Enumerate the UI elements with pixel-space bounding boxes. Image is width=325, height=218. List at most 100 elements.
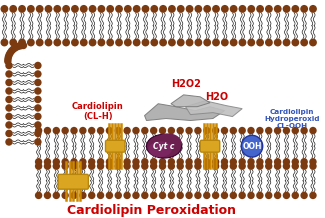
Circle shape: [44, 127, 51, 134]
Circle shape: [212, 127, 219, 134]
Circle shape: [185, 192, 193, 199]
Circle shape: [44, 162, 51, 170]
Circle shape: [5, 87, 13, 95]
Circle shape: [292, 192, 299, 199]
Circle shape: [283, 127, 290, 134]
Circle shape: [124, 39, 132, 46]
Circle shape: [300, 39, 308, 46]
Circle shape: [34, 70, 42, 78]
Circle shape: [141, 127, 149, 134]
Circle shape: [212, 39, 220, 46]
Circle shape: [256, 127, 264, 134]
Circle shape: [309, 158, 317, 165]
Text: Cardiolipin Peroxidation: Cardiolipin Peroxidation: [67, 204, 236, 217]
Circle shape: [186, 5, 193, 13]
Circle shape: [265, 162, 272, 170]
Circle shape: [194, 127, 202, 134]
Circle shape: [186, 39, 193, 46]
Circle shape: [229, 192, 237, 199]
Circle shape: [239, 158, 246, 165]
Polygon shape: [186, 101, 242, 117]
Text: OOH: OOH: [242, 142, 262, 151]
Circle shape: [88, 127, 96, 134]
Circle shape: [34, 138, 42, 146]
Circle shape: [106, 158, 113, 165]
Circle shape: [18, 42, 25, 49]
Circle shape: [185, 127, 193, 134]
Circle shape: [97, 162, 104, 170]
Circle shape: [230, 5, 238, 13]
Circle shape: [176, 162, 184, 170]
Circle shape: [34, 96, 42, 103]
Circle shape: [142, 5, 150, 13]
Circle shape: [309, 192, 317, 199]
Circle shape: [150, 162, 157, 170]
Circle shape: [194, 162, 202, 170]
Circle shape: [79, 192, 86, 199]
Circle shape: [132, 192, 140, 199]
Circle shape: [1, 39, 8, 46]
Circle shape: [124, 5, 132, 13]
Circle shape: [9, 46, 17, 53]
Circle shape: [150, 39, 158, 46]
Circle shape: [89, 5, 97, 13]
Circle shape: [265, 192, 272, 199]
Circle shape: [106, 127, 113, 134]
Circle shape: [27, 39, 35, 46]
Circle shape: [35, 192, 42, 199]
Circle shape: [44, 158, 51, 165]
Circle shape: [5, 121, 13, 129]
Circle shape: [106, 162, 113, 170]
Circle shape: [283, 158, 290, 165]
Circle shape: [212, 162, 219, 170]
Circle shape: [159, 162, 166, 170]
Circle shape: [98, 39, 105, 46]
Circle shape: [53, 5, 61, 13]
Circle shape: [168, 162, 175, 170]
Circle shape: [247, 39, 255, 46]
Circle shape: [239, 162, 246, 170]
Circle shape: [5, 138, 13, 146]
Circle shape: [133, 5, 141, 13]
Circle shape: [35, 162, 42, 170]
Circle shape: [114, 127, 122, 134]
Circle shape: [115, 5, 123, 13]
Circle shape: [194, 5, 202, 13]
Circle shape: [150, 158, 157, 165]
Circle shape: [283, 162, 290, 170]
Circle shape: [159, 192, 166, 199]
Circle shape: [239, 5, 246, 13]
Circle shape: [141, 158, 149, 165]
Circle shape: [124, 127, 131, 134]
Circle shape: [5, 79, 13, 86]
Circle shape: [221, 127, 228, 134]
Circle shape: [79, 162, 86, 170]
Circle shape: [53, 192, 60, 199]
Circle shape: [70, 192, 78, 199]
Circle shape: [106, 5, 114, 13]
Circle shape: [221, 39, 229, 46]
Circle shape: [11, 44, 19, 52]
Circle shape: [36, 39, 44, 46]
Circle shape: [283, 5, 291, 13]
Text: Cardiolipin
Hydroperoxid
CL-OOH: Cardiolipin Hydroperoxid CL-OOH: [264, 109, 320, 129]
Circle shape: [61, 162, 69, 170]
Circle shape: [45, 5, 52, 13]
Circle shape: [79, 158, 86, 165]
Circle shape: [62, 5, 70, 13]
Circle shape: [274, 162, 281, 170]
Circle shape: [159, 158, 166, 165]
Circle shape: [53, 39, 61, 46]
Circle shape: [194, 39, 202, 46]
Circle shape: [203, 158, 211, 165]
Circle shape: [194, 158, 202, 165]
Circle shape: [239, 192, 246, 199]
Circle shape: [256, 5, 264, 13]
Circle shape: [34, 121, 42, 129]
Circle shape: [124, 192, 131, 199]
Circle shape: [80, 5, 88, 13]
Circle shape: [203, 162, 211, 170]
Circle shape: [9, 5, 17, 13]
Circle shape: [274, 127, 281, 134]
Circle shape: [150, 5, 158, 13]
